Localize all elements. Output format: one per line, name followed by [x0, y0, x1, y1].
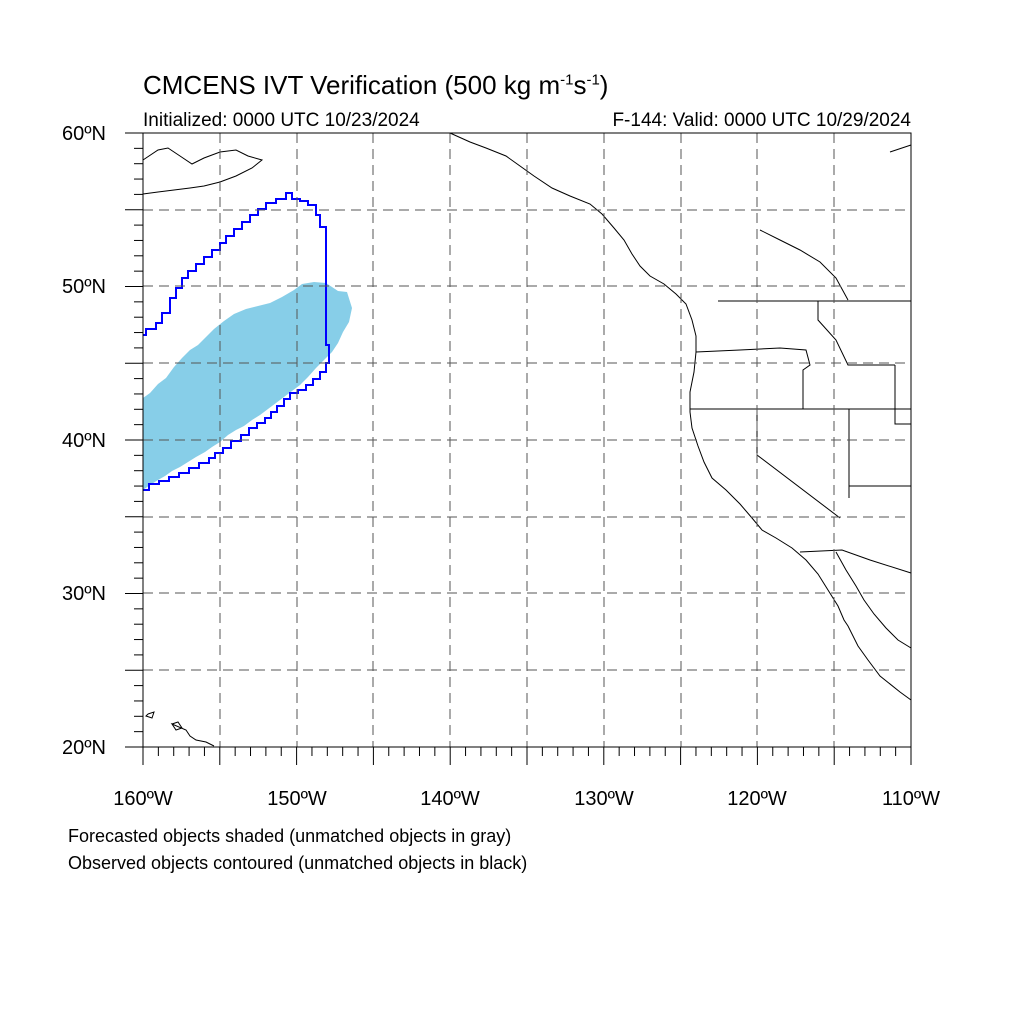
baja-california-coast [835, 551, 912, 649]
border-or-wa [695, 347, 811, 409]
lon-label-160w: 160ºW [113, 788, 173, 810]
border-mexico [799, 549, 912, 574]
border-id-mt [817, 301, 895, 366]
canada-coast [759, 229, 849, 301]
lon-label-120w: 120ºW [727, 788, 787, 810]
hawaii-islands [145, 711, 155, 719]
coastlines [142, 132, 912, 747]
lon-label-150w: 150ºW [267, 788, 327, 810]
lat-label-20n: 20ºN [62, 737, 106, 759]
west-coast-north-america [449, 132, 912, 701]
lat-label-30n: 30ºN [62, 583, 106, 605]
lon-label-140w: 140ºW [420, 788, 480, 810]
map-title: CMCENS IVT Verification (500 kg m-1s-1) [143, 70, 609, 100]
lat-label-40n: 40ºN [62, 430, 106, 452]
initialized-time-label: Initialized: 0000 UTC 10/23/2024 [143, 110, 420, 131]
gridlines [143, 133, 911, 747]
lon-label-110w: 110ºW [882, 788, 940, 810]
valid-time-label: F-144: Valid: 0000 UTC 10/29/2024 [612, 110, 911, 131]
hudson-coast [889, 144, 912, 153]
border-wy [894, 365, 911, 425]
state-borders [690, 300, 912, 574]
lat-label-60n: 60ºN [62, 123, 106, 145]
hawaii-islands-2 [170, 721, 215, 747]
axis-ticks [125, 132, 912, 765]
lat-label-50n: 50ºN [62, 276, 106, 298]
forecast-ivt-object [143, 282, 352, 490]
caption-forecast: Forecasted objects shaded (unmatched obj… [68, 826, 512, 846]
caption-observed: Observed objects contoured (unmatched ob… [68, 853, 528, 873]
alaska-coast [142, 147, 264, 195]
lon-label-130w: 130ºW [574, 788, 634, 810]
